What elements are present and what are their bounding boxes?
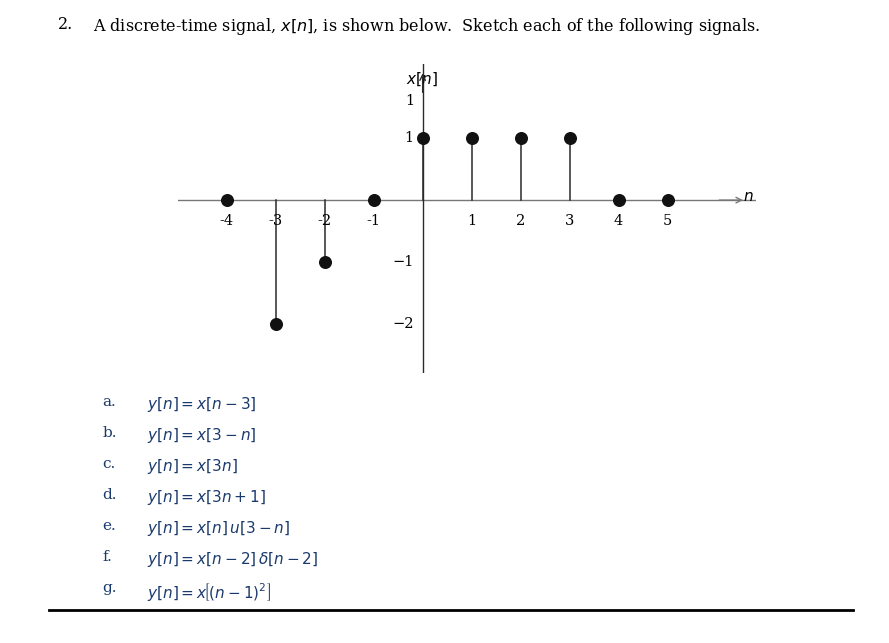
Text: d.: d.: [102, 488, 116, 502]
Text: 1: 1: [404, 131, 414, 145]
Point: [415, 133, 429, 143]
Point: [465, 133, 479, 143]
Text: −1: −1: [392, 255, 414, 269]
Text: 2: 2: [516, 214, 525, 228]
Point: [661, 195, 675, 205]
Text: -3: -3: [268, 214, 283, 228]
Text: $y[n]=x\!\left[(n-1)^2\right]$: $y[n]=x\!\left[(n-1)^2\right]$: [147, 581, 270, 602]
Text: 3: 3: [565, 214, 574, 228]
Text: $y[n]=x[3-n]$: $y[n]=x[3-n]$: [147, 426, 256, 446]
Point: [366, 195, 380, 205]
Text: 1: 1: [405, 95, 414, 108]
Text: -2: -2: [317, 214, 332, 228]
Text: $y[n]=x[3n]$: $y[n]=x[3n]$: [147, 457, 237, 476]
Text: -1: -1: [366, 214, 380, 228]
Text: A discrete-time signal, $x[n]$, is shown below.  Sketch each of the following si: A discrete-time signal, $x[n]$, is shown…: [93, 16, 761, 37]
Text: c.: c.: [102, 457, 116, 471]
Text: 1: 1: [467, 214, 477, 228]
Point: [563, 133, 577, 143]
Text: g.: g.: [102, 581, 116, 595]
Point: [220, 195, 234, 205]
Text: 5: 5: [663, 214, 672, 228]
Point: [514, 133, 528, 143]
Point: [268, 318, 283, 329]
Text: $x[n]$: $x[n]$: [405, 71, 437, 89]
Point: [317, 257, 332, 267]
Text: 2.: 2.: [58, 16, 73, 33]
Text: $y[n]=x[3n+1]$: $y[n]=x[3n+1]$: [147, 488, 266, 507]
Text: 4: 4: [614, 214, 623, 228]
Text: f.: f.: [102, 550, 112, 564]
Text: $y[n]=x[n]\,u[3-n]$: $y[n]=x[n]\,u[3-n]$: [147, 519, 290, 538]
Text: $y[n]=x[n-2]\,\delta[n-2]$: $y[n]=x[n-2]\,\delta[n-2]$: [147, 550, 318, 569]
Text: -4: -4: [220, 214, 234, 228]
Text: b.: b.: [102, 426, 116, 440]
Text: $n$: $n$: [743, 190, 754, 204]
Text: $y[n]=x[n-3]$: $y[n]=x[n-3]$: [147, 395, 256, 415]
Text: e.: e.: [102, 519, 116, 533]
Text: a.: a.: [102, 395, 116, 410]
Text: −2: −2: [392, 316, 414, 331]
Point: [612, 195, 626, 205]
